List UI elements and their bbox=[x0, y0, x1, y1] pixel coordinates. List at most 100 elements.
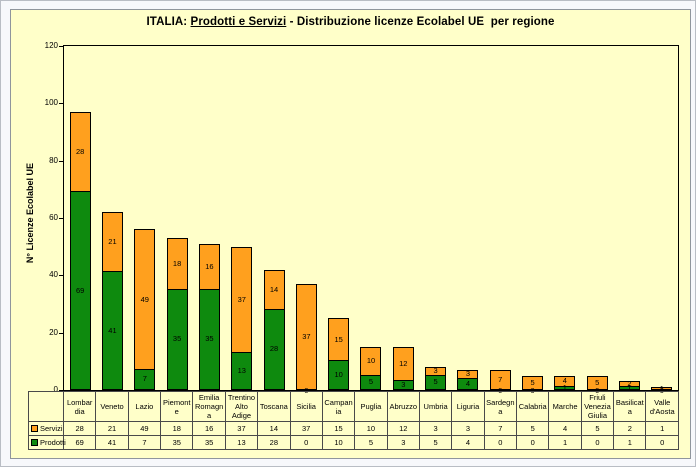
category-label-puglia: Puglia bbox=[354, 391, 388, 422]
bar-segment-servizi[interactable]: 3 bbox=[425, 367, 447, 376]
table-cell-servizi-value: 5 bbox=[516, 421, 550, 436]
bar-segment-prodotti[interactable]: 7 bbox=[134, 369, 156, 390]
bar-segment-servizi[interactable]: 1 bbox=[651, 383, 673, 393]
bar-value-label: 5 bbox=[595, 377, 600, 387]
table-cell-prodotti-value: 69 bbox=[62, 435, 97, 450]
bar-segment-servizi[interactable]: 2 bbox=[619, 380, 641, 388]
bar-segment-servizi[interactable]: 14 bbox=[263, 269, 285, 310]
bar-value-label: 7 bbox=[142, 374, 147, 384]
bar-segment-servizi[interactable]: 12 bbox=[392, 347, 414, 382]
bar-segment-servizi[interactable]: 37 bbox=[295, 283, 317, 390]
table-cell-prodotti-value: 0 bbox=[516, 435, 550, 450]
bar-segment-prodotti[interactable]: 3 bbox=[392, 380, 414, 390]
bar-value-label: 1 bbox=[659, 383, 664, 393]
stacked-bar[interactable]: 10 5 bbox=[360, 347, 382, 390]
y-tick-mark bbox=[59, 275, 63, 277]
y-tick-label: 20 bbox=[49, 327, 58, 337]
bar-segment-servizi[interactable]: 4 bbox=[554, 375, 576, 388]
bar-segment-prodotti[interactable]: 69 bbox=[69, 192, 91, 390]
bar-value-label: 35 bbox=[172, 334, 182, 344]
bar-value-label: 37 bbox=[237, 294, 246, 304]
y-tick-label: 0 bbox=[53, 385, 58, 394]
bar-segment-prodotti[interactable]: 1 bbox=[619, 383, 641, 393]
bar-segment-servizi[interactable]: 7 bbox=[489, 369, 511, 390]
bar-value-label: 21 bbox=[108, 237, 117, 247]
bar-segment-servizi[interactable]: 49 bbox=[134, 229, 156, 370]
stacked-bar[interactable]: 37 0 bbox=[295, 283, 317, 395]
bar-value-label: 5 bbox=[530, 377, 535, 387]
table-cell-servizi-value: 28 bbox=[62, 421, 97, 436]
bar-segment-prodotti[interactable]: 28 bbox=[263, 309, 285, 390]
bar-segment-servizi[interactable]: 10 bbox=[360, 347, 382, 376]
bar-value-label: 1 bbox=[627, 383, 632, 393]
plot-area[interactable]: 28 69 21 41 49 7 18 35 16 35 37 13 14 28 37 0 15 10 10 5 12 3… bbox=[63, 45, 679, 395]
bar-segment-prodotti[interactable]: 5 bbox=[360, 375, 382, 390]
bar-group-toscana: 14 28 bbox=[258, 46, 290, 390]
category-label-valle-d-aosta: Valle d'Aosta bbox=[645, 391, 679, 422]
bar-segment-servizi[interactable]: 15 bbox=[328, 318, 350, 362]
bar-segment-prodotti[interactable]: 10 bbox=[328, 361, 350, 390]
table-cell-servizi-value: 18 bbox=[160, 421, 194, 436]
stacked-bar[interactable]: 15 10 bbox=[328, 318, 350, 390]
bar-value-label: 15 bbox=[334, 334, 343, 344]
stacked-bar[interactable]: 18 35 bbox=[166, 238, 188, 390]
stacked-bar[interactable]: 28 69 bbox=[69, 111, 91, 390]
stacked-bar[interactable]: 37 13 bbox=[231, 246, 253, 390]
legend-label: Servizi bbox=[40, 424, 63, 433]
stacked-bar[interactable]: 21 41 bbox=[101, 212, 123, 390]
bar-segment-prodotti[interactable]: 35 bbox=[166, 289, 188, 390]
table-cell-prodotti-value: 13 bbox=[224, 435, 259, 450]
bar-segment-prodotti[interactable]: 1 bbox=[554, 384, 576, 392]
stacked-bar[interactable]: 49 7 bbox=[134, 229, 156, 390]
category-label-basilicata: Basilicat a bbox=[613, 391, 647, 422]
bar-value-label: 0 bbox=[530, 386, 535, 395]
legend-item-servizi[interactable]: Servizi bbox=[28, 421, 64, 436]
stacked-bar[interactable]: 12 3 bbox=[392, 347, 414, 390]
bar-value-label: 0 bbox=[595, 386, 600, 395]
table-cell-prodotti-value: 35 bbox=[192, 435, 226, 450]
bar-segment-servizi[interactable]: 37 bbox=[231, 246, 253, 353]
stacked-bar[interactable]: 14 28 bbox=[263, 269, 285, 390]
table-cell-servizi-value: 4 bbox=[548, 421, 582, 436]
bar-segment-prodotti[interactable]: 41 bbox=[101, 272, 123, 390]
bar-value-label: 16 bbox=[205, 261, 214, 271]
bar-segment-servizi[interactable]: 18 bbox=[166, 238, 188, 290]
category-label-calabria: Calabria bbox=[516, 391, 550, 422]
chart-area[interactable]: ITALIA: Prodotti e Servizi - Distribuzio… bbox=[10, 9, 691, 459]
bar-value-label: 35 bbox=[205, 334, 214, 344]
category-label-sardegna: Sardegn a bbox=[483, 391, 518, 422]
bar-segment-servizi[interactable]: 5 bbox=[586, 375, 608, 390]
table-cell-prodotti-value: 7 bbox=[127, 435, 162, 450]
bar-segment-servizi[interactable]: 3 bbox=[457, 370, 479, 379]
stacked-bar[interactable]: 16 35 bbox=[198, 243, 220, 390]
bar-segment-servizi[interactable]: 5 bbox=[522, 375, 544, 390]
bar-segment-servizi[interactable]: 28 bbox=[69, 111, 91, 193]
bar-segment-servizi[interactable]: 21 bbox=[101, 212, 123, 273]
bar-segment-prodotti[interactable]: 5 bbox=[425, 375, 447, 390]
bar-group-veneto: 21 41 bbox=[96, 46, 128, 390]
bar-segment-prodotti[interactable]: 35 bbox=[198, 289, 220, 390]
table-cell-servizi-value: 10 bbox=[354, 421, 388, 436]
bar-value-label: 14 bbox=[269, 284, 279, 294]
bar-group-lazio: 49 7 bbox=[129, 46, 161, 390]
chart-title: ITALIA: Prodotti e Servizi - Distribuzio… bbox=[11, 16, 690, 28]
bar-segment-servizi[interactable]: 16 bbox=[198, 243, 220, 290]
bar-group-abruzzo: 12 3 bbox=[387, 46, 419, 390]
bar-segment-prodotti[interactable]: 4 bbox=[457, 378, 479, 390]
legend-item-prodotti[interactable]: Prodotti bbox=[28, 435, 66, 450]
bar-group-campania: 15 10 bbox=[323, 46, 355, 390]
bar-segment-prodotti[interactable]: 13 bbox=[231, 352, 253, 390]
bar-value-label: 3 bbox=[401, 380, 406, 390]
